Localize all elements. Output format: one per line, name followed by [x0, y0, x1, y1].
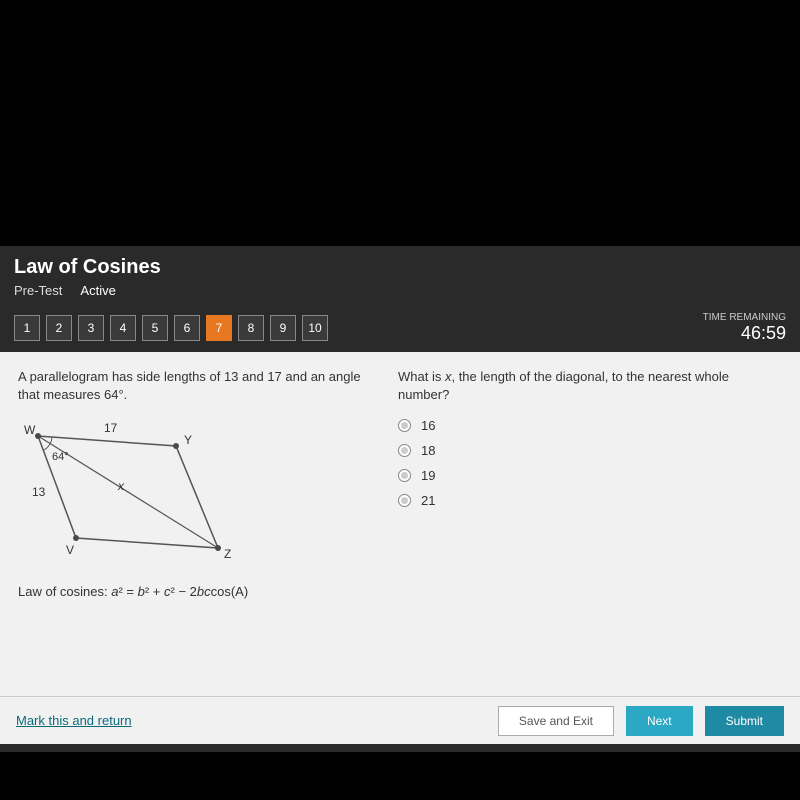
question-nav: 1 2 3 4 5 6 7 8 9 10 TIME REMAINING 46:5…: [0, 312, 800, 352]
parallelogram-diagram: W Y V Z 17 13 64° x: [18, 418, 248, 568]
formula: Law of cosines: a² = b² + c² − 2bccos(A): [18, 584, 372, 599]
page-title: Law of Cosines: [14, 256, 786, 279]
timer-value: 46:59: [703, 323, 786, 344]
option-c-text: 19: [421, 468, 435, 483]
right-prompt: What is x, the length of the diagonal, t…: [398, 368, 782, 404]
footer-bar: Mark this and return Save and Exit Next …: [0, 696, 800, 744]
submit-button[interactable]: Submit: [705, 706, 784, 736]
header: Law of Cosines Pre-Test Active: [0, 246, 800, 312]
radio-icon[interactable]: [398, 494, 411, 507]
nav-q9[interactable]: 9: [270, 315, 296, 341]
diagonal-label: x: [117, 479, 125, 493]
nav-q4[interactable]: 4: [110, 315, 136, 341]
radio-icon[interactable]: [398, 469, 411, 482]
quiz-window: Law of Cosines Pre-Test Active 1 2 3 4 5…: [0, 246, 800, 752]
nav-q10[interactable]: 10: [302, 315, 328, 341]
content-area: A parallelogram has side lengths of 13 a…: [0, 352, 800, 744]
nav-q2[interactable]: 2: [46, 315, 72, 341]
nav-q7[interactable]: 7: [206, 315, 232, 341]
option-a-text: 16: [421, 418, 435, 433]
timer: TIME REMAINING 46:59: [703, 312, 786, 344]
active-label: Active: [80, 283, 115, 298]
vertex-w: W: [24, 423, 36, 437]
nav-q3[interactable]: 3: [78, 315, 104, 341]
vertex-z: Z: [224, 547, 231, 561]
timer-label: TIME REMAINING: [703, 312, 786, 323]
formula-prefix: Law of cosines:: [18, 584, 111, 599]
option-d[interactable]: 21: [398, 493, 782, 508]
vertex-v: V: [66, 543, 74, 557]
subheader: Pre-Test Active: [14, 283, 786, 298]
option-c[interactable]: 19: [398, 468, 782, 483]
question-right: What is x, the length of the diagonal, t…: [398, 368, 782, 599]
angle-label: 64°: [52, 451, 69, 463]
nav-q1[interactable]: 1: [14, 315, 40, 341]
option-b-text: 18: [421, 443, 435, 458]
next-button[interactable]: Next: [626, 706, 693, 736]
radio-icon[interactable]: [398, 444, 411, 457]
question-left: A parallelogram has side lengths of 13 a…: [18, 368, 372, 599]
save-exit-button[interactable]: Save and Exit: [498, 706, 614, 736]
diagram-svg: W Y V Z 17 13 64° x: [18, 418, 248, 568]
left-prompt: A parallelogram has side lengths of 13 a…: [18, 368, 372, 404]
side-left-label: 13: [32, 485, 46, 499]
radio-icon[interactable]: [398, 419, 411, 432]
option-a[interactable]: 16: [398, 418, 782, 433]
side-top-label: 17: [104, 421, 118, 435]
nav-q5[interactable]: 5: [142, 315, 168, 341]
vertex-y: Y: [184, 433, 192, 447]
option-d-text: 21: [421, 493, 435, 508]
option-b[interactable]: 18: [398, 443, 782, 458]
pretest-label: Pre-Test: [14, 283, 62, 298]
nav-q6[interactable]: 6: [174, 315, 200, 341]
answer-options: 16 18 19 21: [398, 418, 782, 508]
nav-q8[interactable]: 8: [238, 315, 264, 341]
mark-return-link[interactable]: Mark this and return: [16, 713, 132, 728]
